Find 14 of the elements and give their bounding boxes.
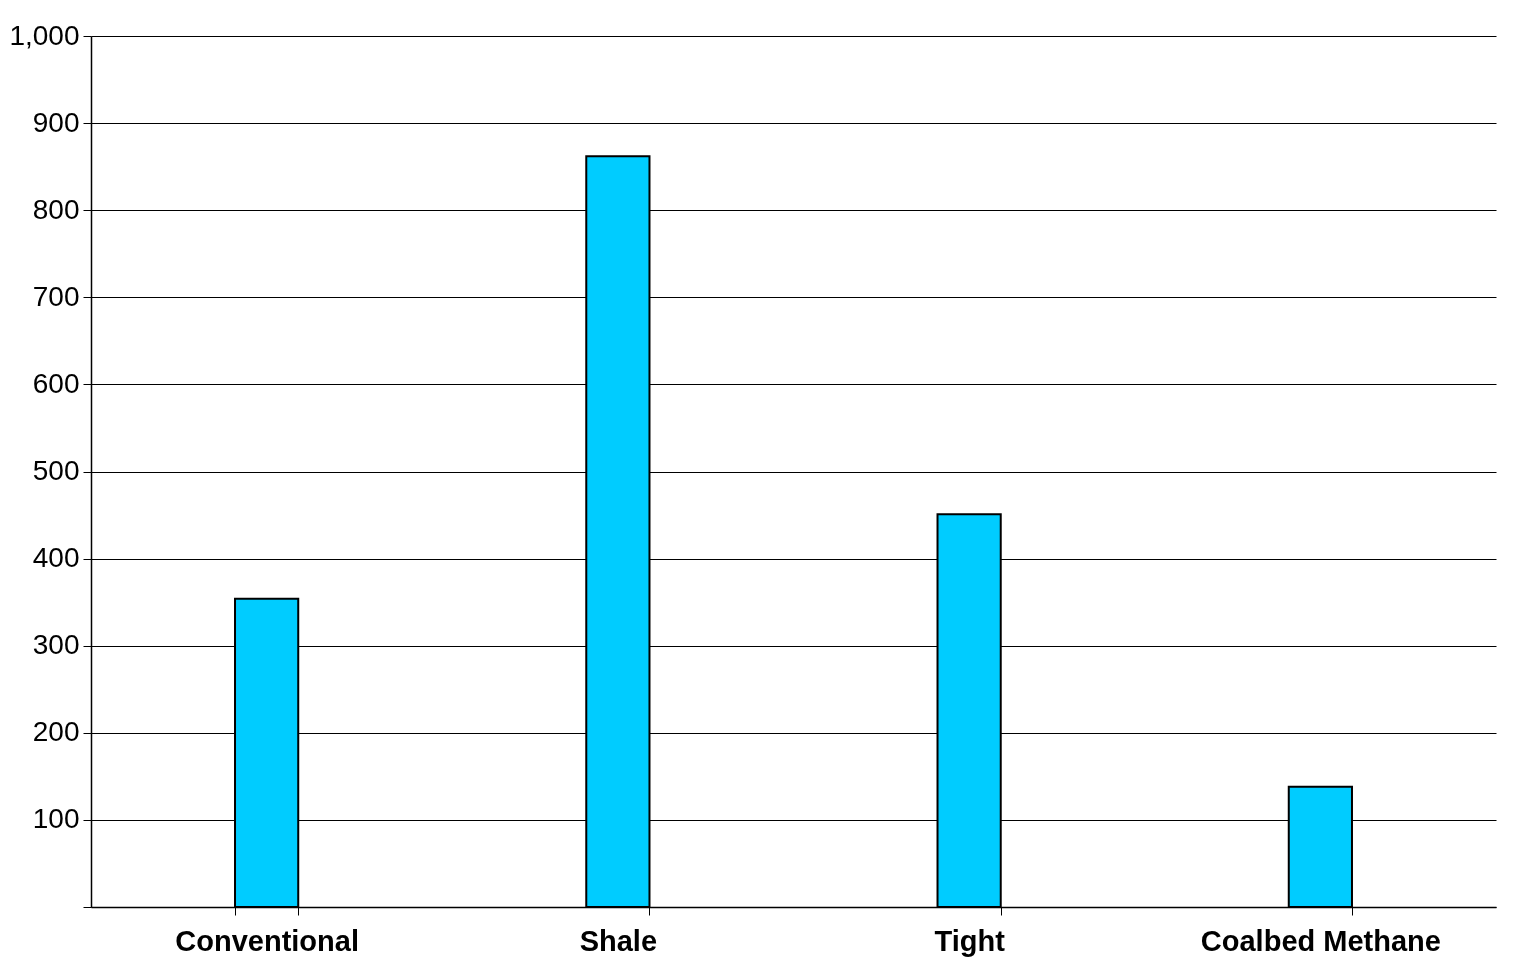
x-tick-label: Tight	[934, 924, 1006, 957]
y-tick-label: 1,000	[9, 19, 80, 51]
y-tick-label: 300	[32, 629, 80, 661]
y-tick-label: 900	[32, 106, 80, 138]
y-tick-label: 100	[32, 803, 80, 835]
y-tick-label: 400	[32, 542, 80, 574]
x-tick-label: Coalbed Methane	[1200, 924, 1441, 957]
x-tick-label: Conventional	[175, 924, 359, 957]
y-tick-label: 800	[32, 193, 80, 225]
y-tick-label: 700	[32, 280, 80, 312]
x-tick-label: Shale	[579, 924, 658, 957]
y-tick-label: 600	[32, 367, 80, 399]
y-tick-label: 500	[32, 455, 80, 486]
y-tick-label: 200	[32, 716, 80, 748]
